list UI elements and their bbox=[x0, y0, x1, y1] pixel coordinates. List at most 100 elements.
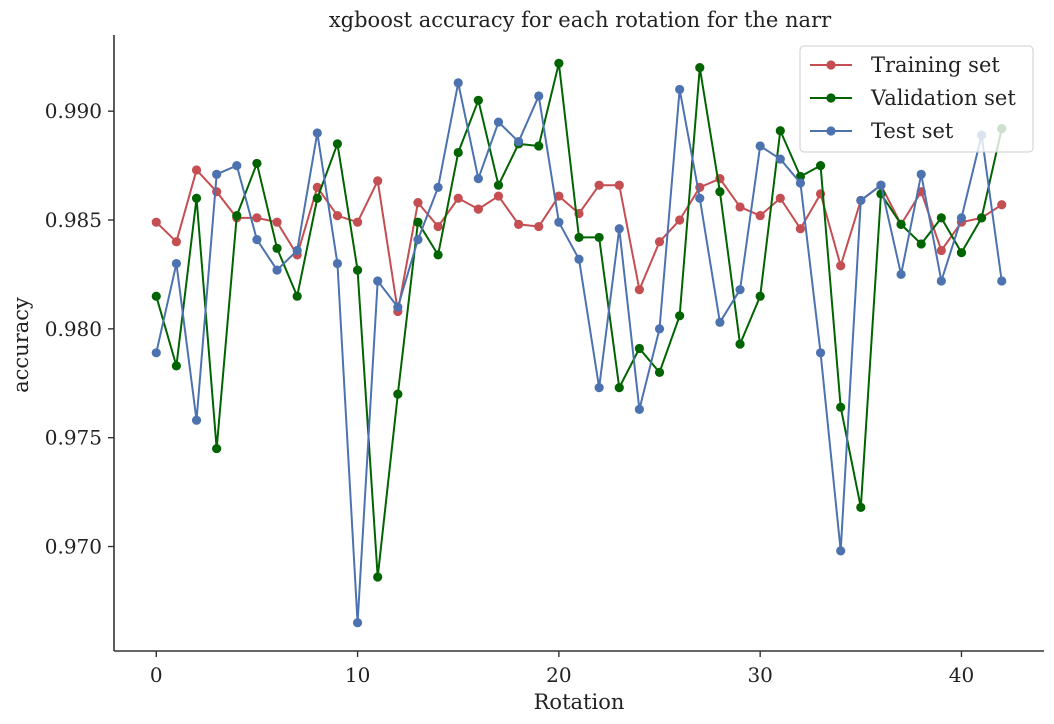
data-point-validation-set bbox=[936, 213, 946, 223]
data-point-test-set bbox=[352, 618, 363, 628]
data-point-validation-set bbox=[473, 95, 483, 105]
data-point-test-set bbox=[654, 324, 665, 334]
data-point-validation-set bbox=[614, 383, 624, 393]
legend: Training set Validation set Test set bbox=[799, 45, 1034, 153]
plot-area bbox=[151, 58, 1007, 628]
data-point-training-set bbox=[151, 217, 161, 227]
data-point-validation-set bbox=[252, 158, 262, 169]
x-tick-label: 30 bbox=[747, 663, 772, 687]
y-tick-label: 0.985 bbox=[45, 208, 102, 232]
data-point-training-set bbox=[554, 191, 564, 201]
data-point-test-set bbox=[272, 265, 282, 275]
data-point-training-set bbox=[473, 204, 483, 214]
data-point-test-set bbox=[916, 169, 926, 179]
data-point-validation-set bbox=[212, 443, 222, 454]
data-point-training-set bbox=[493, 191, 504, 201]
data-point-training-set bbox=[332, 211, 343, 221]
data-point-test-set bbox=[795, 178, 806, 188]
data-point-test-set bbox=[312, 128, 322, 138]
data-point-test-set bbox=[997, 276, 1007, 286]
data-point-validation-set bbox=[755, 291, 765, 301]
data-point-validation-set bbox=[453, 147, 463, 158]
x-tick-label: 0 bbox=[150, 663, 163, 687]
x-ticks: 0 10 20 30 40 bbox=[150, 651, 974, 687]
data-point-test-set bbox=[896, 269, 906, 280]
data-point-training-set bbox=[836, 261, 846, 271]
series-validation-set bbox=[151, 58, 1007, 582]
data-point-test-set bbox=[755, 141, 765, 151]
data-point-training-set bbox=[614, 180, 624, 190]
y-tick-label: 0.980 bbox=[45, 317, 102, 341]
chart-title: xgboost accuracy for each rotation for t… bbox=[329, 8, 832, 32]
data-point-validation-set bbox=[332, 139, 343, 149]
legend-item-validation-set: Validation set bbox=[810, 86, 1016, 110]
data-point-validation-set bbox=[775, 126, 785, 136]
data-point-test-set bbox=[614, 224, 624, 234]
data-point-test-set bbox=[574, 254, 584, 264]
data-point-validation-set bbox=[272, 243, 282, 253]
data-point-test-set bbox=[956, 213, 967, 223]
data-point-training-set bbox=[795, 224, 806, 234]
data-point-test-set bbox=[695, 193, 705, 203]
series-test-set bbox=[151, 78, 1007, 628]
series-line-test-set bbox=[155, 81, 1003, 624]
data-point-test-set bbox=[393, 302, 403, 312]
data-point-validation-set bbox=[815, 161, 826, 171]
legend-box bbox=[799, 45, 1034, 153]
x-tick-label: 20 bbox=[546, 663, 571, 687]
data-point-test-set bbox=[453, 78, 463, 88]
data-point-validation-set bbox=[534, 141, 544, 151]
data-point-validation-set bbox=[433, 250, 443, 260]
data-point-training-set bbox=[352, 217, 363, 227]
data-point-test-set bbox=[473, 174, 483, 184]
data-point-validation-set bbox=[896, 219, 906, 229]
data-point-validation-set bbox=[373, 572, 383, 582]
data-point-validation-set bbox=[654, 367, 665, 377]
data-point-validation-set bbox=[634, 343, 644, 354]
data-point-training-set bbox=[514, 219, 524, 229]
data-point-training-set bbox=[936, 245, 946, 256]
data-point-test-set bbox=[332, 258, 343, 269]
data-point-training-set bbox=[171, 237, 181, 247]
data-point-validation-set bbox=[151, 291, 161, 301]
data-point-training-set bbox=[413, 198, 423, 208]
data-point-training-set bbox=[252, 213, 262, 223]
data-point-test-set bbox=[212, 169, 222, 179]
data-point-validation-set bbox=[695, 63, 705, 73]
data-point-test-set bbox=[373, 276, 383, 286]
data-point-test-set bbox=[514, 137, 524, 147]
data-point-test-set bbox=[876, 180, 886, 190]
data-point-validation-set bbox=[574, 232, 584, 243]
data-point-training-set bbox=[191, 165, 202, 175]
data-point-training-set bbox=[997, 200, 1007, 210]
data-point-test-set bbox=[594, 383, 604, 393]
data-point-validation-set bbox=[191, 193, 202, 203]
data-point-test-set bbox=[836, 546, 846, 556]
data-point-validation-set bbox=[312, 193, 322, 203]
data-point-test-set bbox=[191, 415, 202, 425]
legend-swatch-marker bbox=[826, 126, 836, 136]
data-point-test-set bbox=[856, 195, 866, 206]
data-point-test-set bbox=[554, 217, 564, 227]
data-point-test-set bbox=[675, 84, 685, 95]
x-tick-label: 10 bbox=[345, 663, 370, 687]
data-point-validation-set bbox=[413, 217, 423, 227]
data-point-test-set bbox=[433, 182, 443, 192]
data-point-test-set bbox=[232, 161, 242, 171]
legend-swatch-marker bbox=[826, 60, 836, 70]
data-point-training-set bbox=[373, 176, 383, 186]
data-point-test-set bbox=[715, 317, 725, 327]
y-tick-label: 0.970 bbox=[45, 535, 102, 559]
data-point-test-set bbox=[936, 276, 946, 286]
data-point-validation-set bbox=[715, 187, 725, 197]
data-point-validation-set bbox=[735, 339, 745, 349]
legend-label: Test set bbox=[871, 119, 954, 143]
x-axis-label: Rotation bbox=[534, 690, 625, 714]
data-point-test-set bbox=[534, 91, 544, 101]
legend-label: Validation set bbox=[870, 86, 1016, 110]
data-point-validation-set bbox=[836, 402, 846, 412]
data-point-validation-set bbox=[856, 502, 866, 512]
data-point-validation-set bbox=[352, 265, 363, 275]
data-point-validation-set bbox=[292, 291, 302, 301]
